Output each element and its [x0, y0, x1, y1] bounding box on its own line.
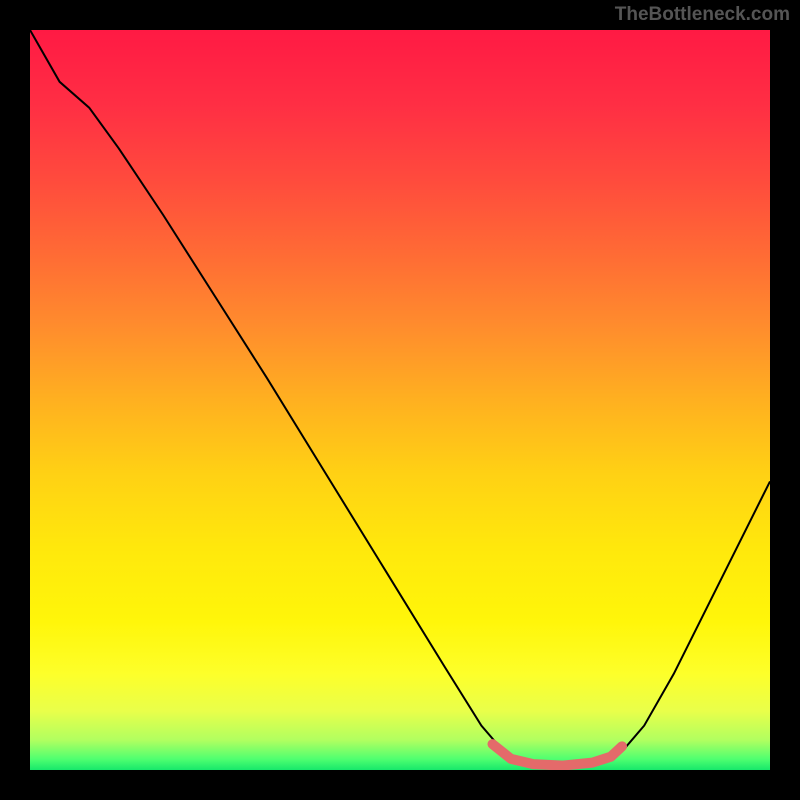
optimal-zone-marker — [493, 744, 623, 765]
watermark-text: TheBottleneck.com — [615, 4, 790, 26]
chart-area — [30, 30, 770, 770]
curve-layer — [30, 30, 770, 770]
bottleneck-curve — [30, 30, 770, 766]
